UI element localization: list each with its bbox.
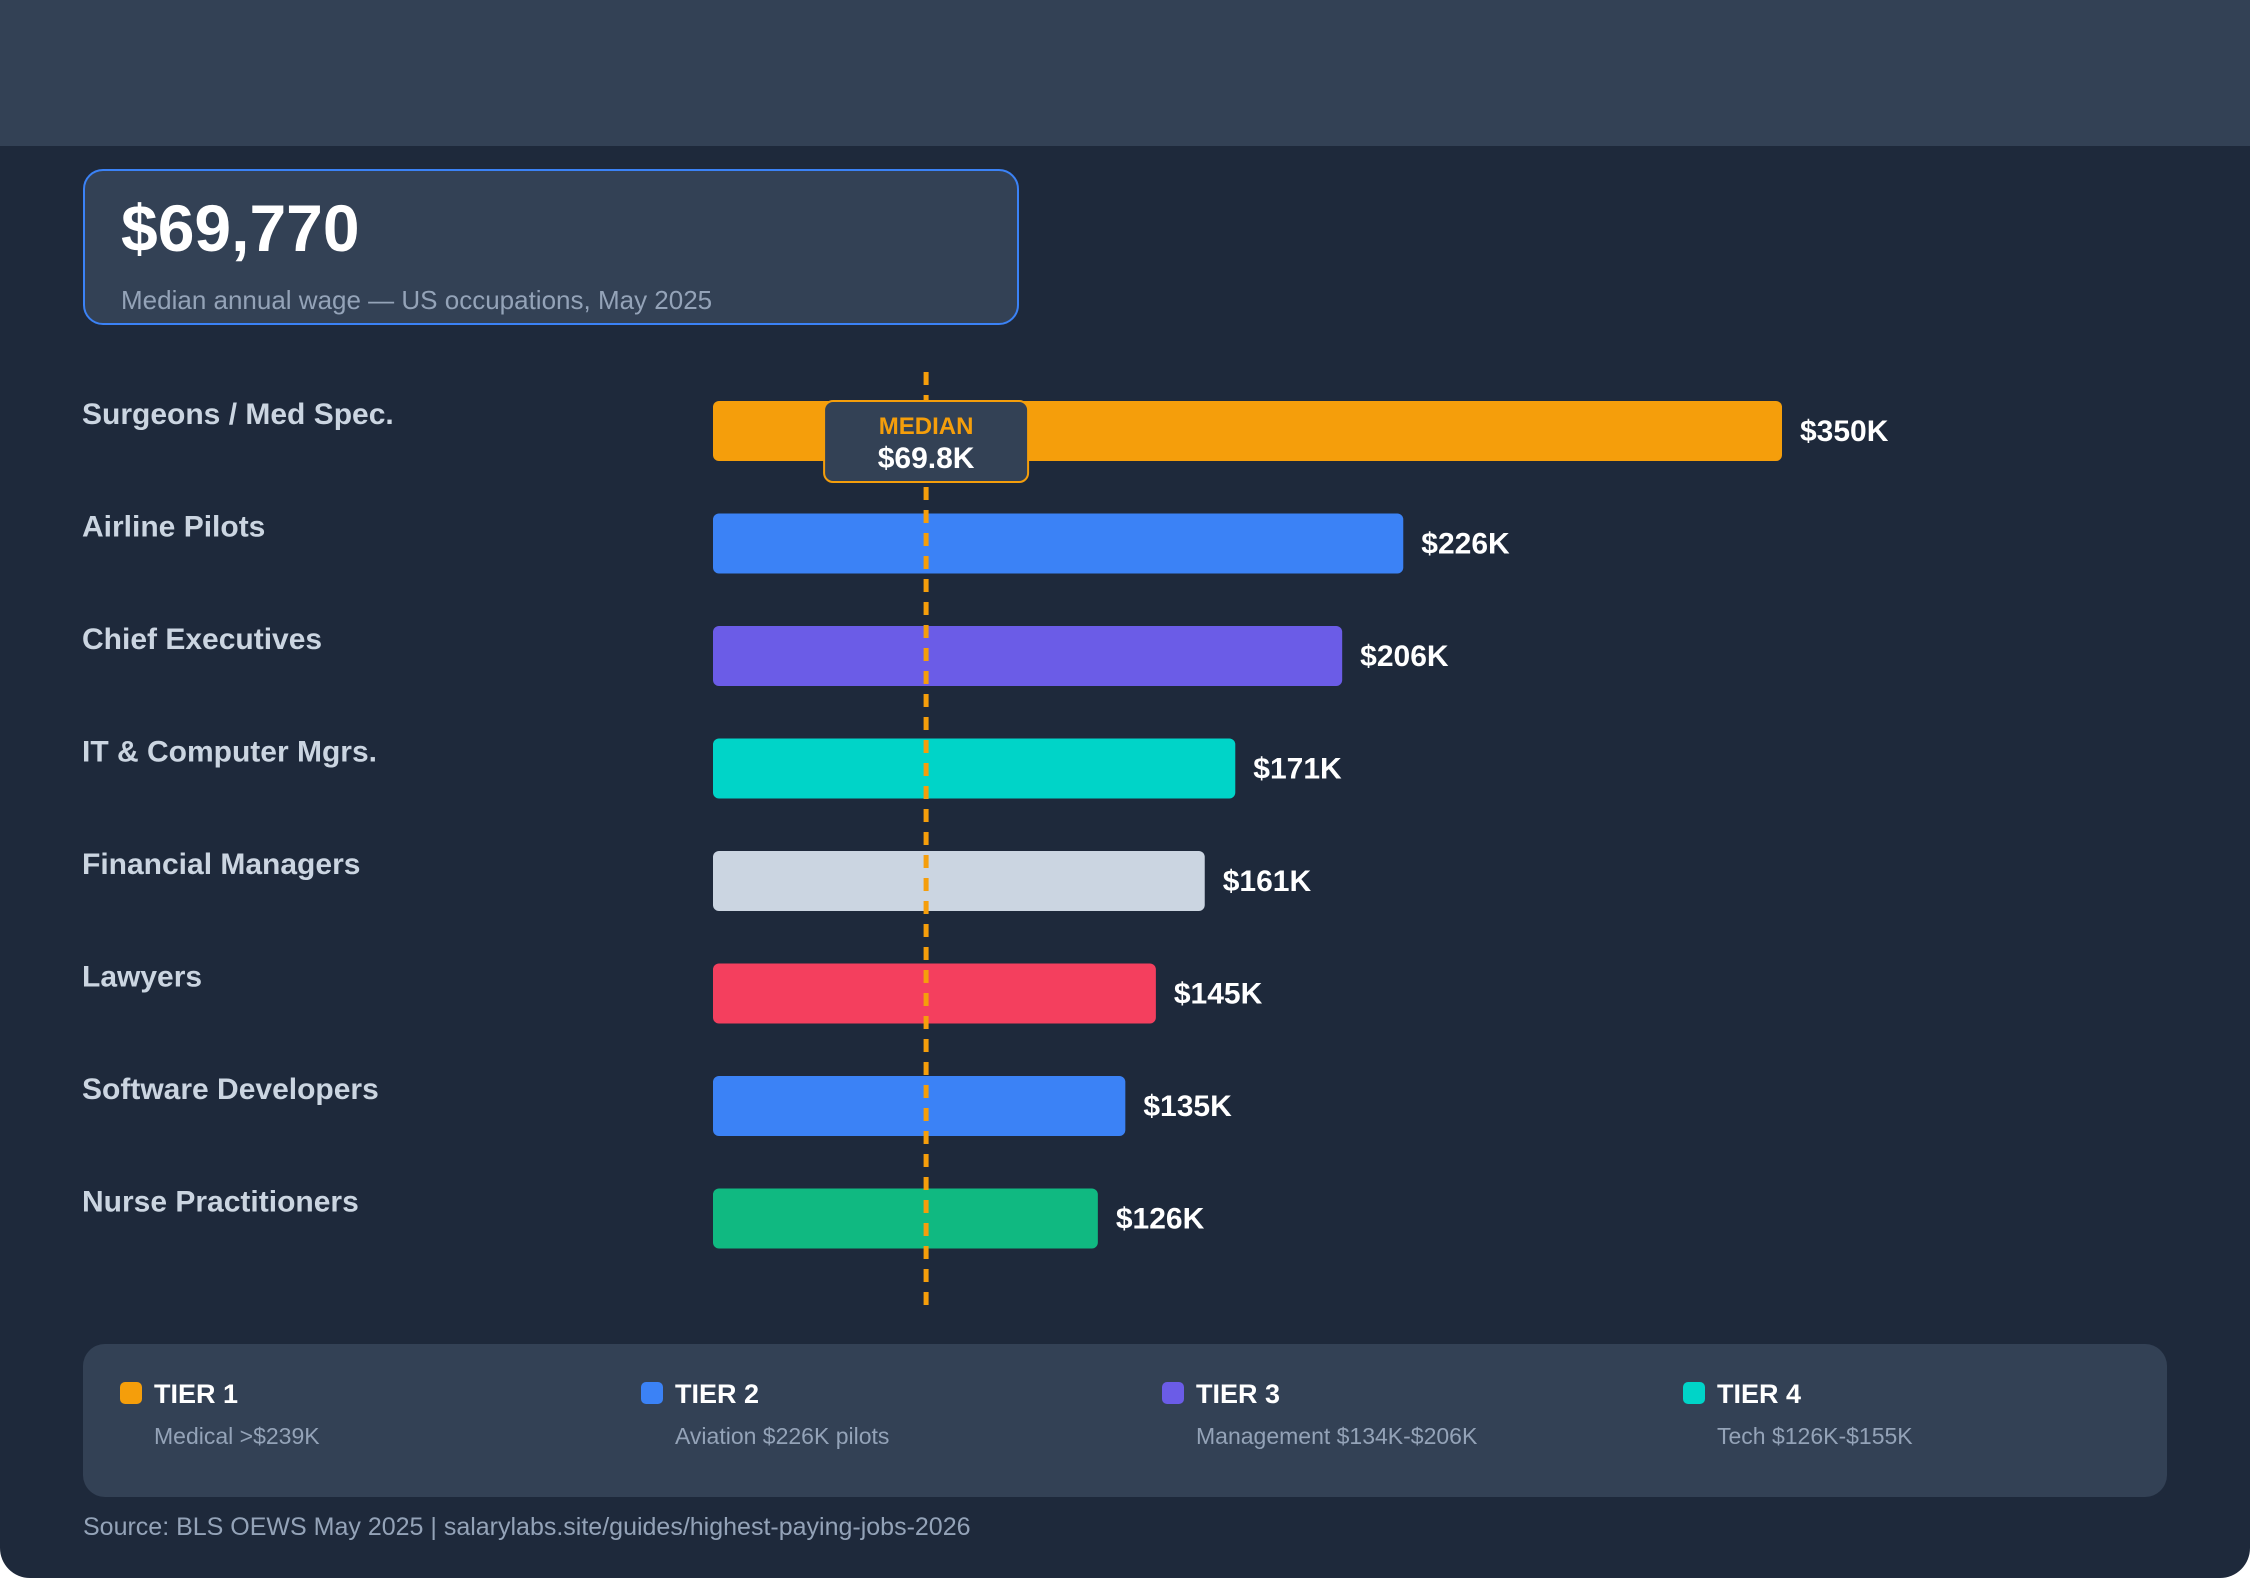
category-label: Chief Executives <box>82 623 322 656</box>
bar-value-label: $126K <box>1116 1203 1205 1236</box>
tier-legend: TIER 1 Medical >$239K TIER 2 Aviation $226K… <box>83 1344 2167 1497</box>
bar-value-label: $145K <box>1174 978 1263 1011</box>
bar-value-label: $206K <box>1360 640 1449 673</box>
legend-title: TIER 1 <box>154 1379 239 1409</box>
legend-swatch <box>120 1382 142 1404</box>
bar-value-label: $135K <box>1143 1090 1232 1123</box>
median-badge <box>823 400 1030 483</box>
legend-title: TIER 2 <box>675 1379 760 1409</box>
legend-swatch <box>641 1382 663 1404</box>
wage-bar-chart: Surgeons / Med Spec. $350K Airline Pilots $… <box>82 372 1889 1306</box>
category-label: Software Developers <box>82 1073 379 1106</box>
source-footer: Source: BLS OEWS May 2025 | salarylabs.s… <box>83 1513 971 1541</box>
legend-description: Management $134K-$206K <box>1196 1423 1478 1449</box>
category-label: Nurse Practitioners <box>82 1186 359 1219</box>
category-label: IT & Computer Mgrs. <box>82 736 377 769</box>
median-wage-value: $69,770 <box>121 191 360 265</box>
legend-title: TIER 3 <box>1196 1379 1281 1409</box>
bar-value-label: $171K <box>1253 753 1342 786</box>
legend-title: TIER 4 <box>1717 1379 1802 1409</box>
bar-value-label: $350K <box>1800 415 1889 448</box>
header-band <box>0 0 2250 146</box>
category-label: Lawyers <box>82 961 202 994</box>
bar <box>713 963 1156 1024</box>
bar <box>713 1188 1098 1249</box>
bar <box>713 1076 1126 1136</box>
bar <box>713 626 1343 686</box>
legend-description: Aviation $226K pilots <box>675 1423 890 1449</box>
category-label: Financial Managers <box>82 848 360 881</box>
bar <box>713 513 1404 574</box>
legend-swatch <box>1162 1382 1184 1404</box>
category-label: Airline Pilots <box>82 511 265 544</box>
bar-value-label: $161K <box>1223 865 1312 898</box>
bar-value-label: $226K <box>1421 528 1510 561</box>
median-wage-stat-box: $69,770 Median annual wage — US occupati… <box>83 169 1019 325</box>
bar <box>713 851 1205 911</box>
legend-description: Tech $126K-$155K <box>1717 1423 1913 1449</box>
bar <box>713 738 1236 799</box>
category-label: Surgeons / Med Spec. <box>82 398 394 431</box>
legend-swatch <box>1683 1382 1705 1404</box>
median-badge-value: $69.8K <box>878 442 975 475</box>
legend-description: Medical >$239K <box>154 1423 320 1449</box>
median-badge-label: MEDIAN <box>879 413 974 440</box>
median-wage-caption: Median annual wage — US occupations, May… <box>121 285 713 315</box>
